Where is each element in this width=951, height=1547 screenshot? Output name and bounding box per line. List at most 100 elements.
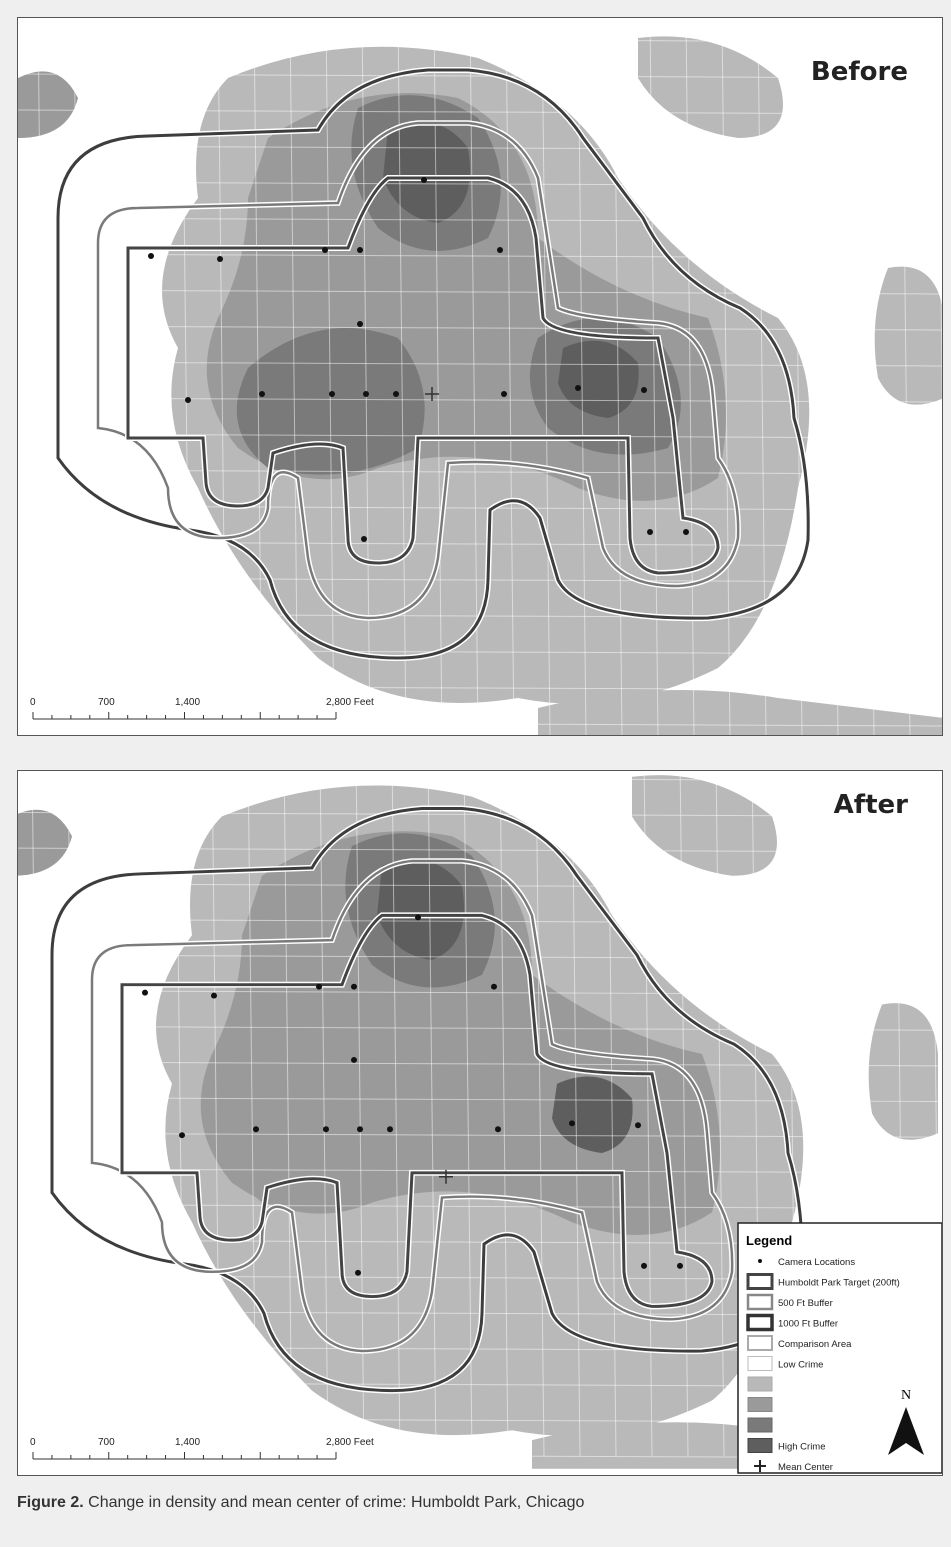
street <box>18 721 942 727</box>
street <box>535 771 545 1456</box>
street <box>18 883 939 889</box>
street <box>18 469 942 475</box>
street <box>679 771 689 1456</box>
camera <box>148 253 154 259</box>
street <box>18 954 939 960</box>
street <box>18 1204 939 1209</box>
street <box>289 18 299 735</box>
street <box>397 18 407 735</box>
legend-symbol <box>747 1335 773 1351</box>
street <box>18 253 942 259</box>
street <box>18 181 942 187</box>
street <box>18 776 939 782</box>
scale-label: 1,400 <box>175 1437 200 1448</box>
camera <box>323 1126 329 1133</box>
camera <box>497 247 503 253</box>
street <box>715 771 725 1456</box>
street <box>18 1025 939 1031</box>
camera <box>421 177 427 183</box>
legend-item: Low Crime <box>778 1360 823 1371</box>
camera <box>179 1132 185 1139</box>
street <box>18 109 942 115</box>
street <box>643 771 653 1456</box>
mean-center <box>425 387 439 401</box>
camera <box>253 1126 259 1133</box>
legend: Legend Camera Locations Humboldt Park Targ… <box>737 1222 942 1474</box>
camera <box>357 321 363 327</box>
street <box>541 18 551 735</box>
camera <box>641 1262 647 1269</box>
scale-label: 700 <box>98 1437 115 1448</box>
caption-text: Change in density and mean center of cri… <box>88 1494 585 1511</box>
north-arrow <box>888 1407 924 1455</box>
map-layers <box>18 18 942 735</box>
legend-symbol <box>747 1438 773 1453</box>
density-area <box>638 36 783 138</box>
legend-symbol <box>747 1376 773 1392</box>
camera <box>355 1269 361 1276</box>
street <box>18 990 939 996</box>
camera <box>575 385 581 391</box>
street <box>427 771 437 1456</box>
camera <box>357 247 363 253</box>
north-label: N <box>901 1388 911 1403</box>
street <box>463 771 473 1456</box>
camera <box>569 1120 575 1127</box>
street <box>31 771 41 1456</box>
buffer-outline <box>96 121 740 620</box>
street <box>18 145 942 151</box>
street <box>217 18 227 735</box>
legend-symbol <box>746 1273 774 1290</box>
street <box>18 811 939 817</box>
legend-symbol <box>746 1293 774 1311</box>
map-after: After 0 700 1,400 2,800 Feet Legend Camera Loc… <box>17 770 943 1476</box>
street <box>18 361 942 367</box>
camera <box>641 387 647 393</box>
buffer-outline <box>126 176 720 575</box>
street <box>937 18 942 423</box>
street <box>865 18 875 735</box>
street <box>18 325 942 331</box>
street <box>18 73 942 79</box>
street <box>613 18 623 735</box>
street <box>18 1097 939 1103</box>
density-area <box>18 809 72 876</box>
street <box>181 18 191 735</box>
buffer-outline <box>56 68 810 660</box>
buffer-outline <box>90 859 734 1353</box>
street <box>18 37 942 43</box>
mean-center <box>439 1169 453 1184</box>
camera <box>351 983 357 990</box>
legend-title: Legend <box>746 1233 792 1248</box>
legend-item: Humboldt Park Target (200ft) <box>778 1278 900 1289</box>
street <box>18 541 942 547</box>
camera <box>393 391 399 397</box>
map-label: Before <box>811 57 908 87</box>
camera <box>211 992 217 999</box>
street <box>18 217 942 223</box>
camera <box>683 529 689 535</box>
camera <box>363 391 369 397</box>
street <box>67 771 77 1456</box>
scale-label: 0 <box>30 697 36 708</box>
street <box>829 18 839 735</box>
density-area <box>874 266 942 405</box>
density-area <box>383 121 470 223</box>
legend-item: Camera Locations <box>778 1257 855 1268</box>
street <box>37 18 47 735</box>
density-area <box>377 859 464 960</box>
density-area <box>538 690 942 735</box>
street <box>145 18 155 735</box>
camera <box>361 536 367 542</box>
caption: Figure 2. Change in density and mean cen… <box>17 1494 584 1512</box>
camera <box>495 1126 501 1133</box>
map-layers <box>18 771 941 1469</box>
scale-label: 1,400 <box>175 697 200 708</box>
legend-symbol <box>747 1417 773 1433</box>
camera <box>142 989 148 996</box>
density-area <box>18 71 78 138</box>
street <box>18 918 939 924</box>
street <box>355 771 365 1456</box>
street <box>607 771 617 1456</box>
camera <box>357 1126 363 1133</box>
